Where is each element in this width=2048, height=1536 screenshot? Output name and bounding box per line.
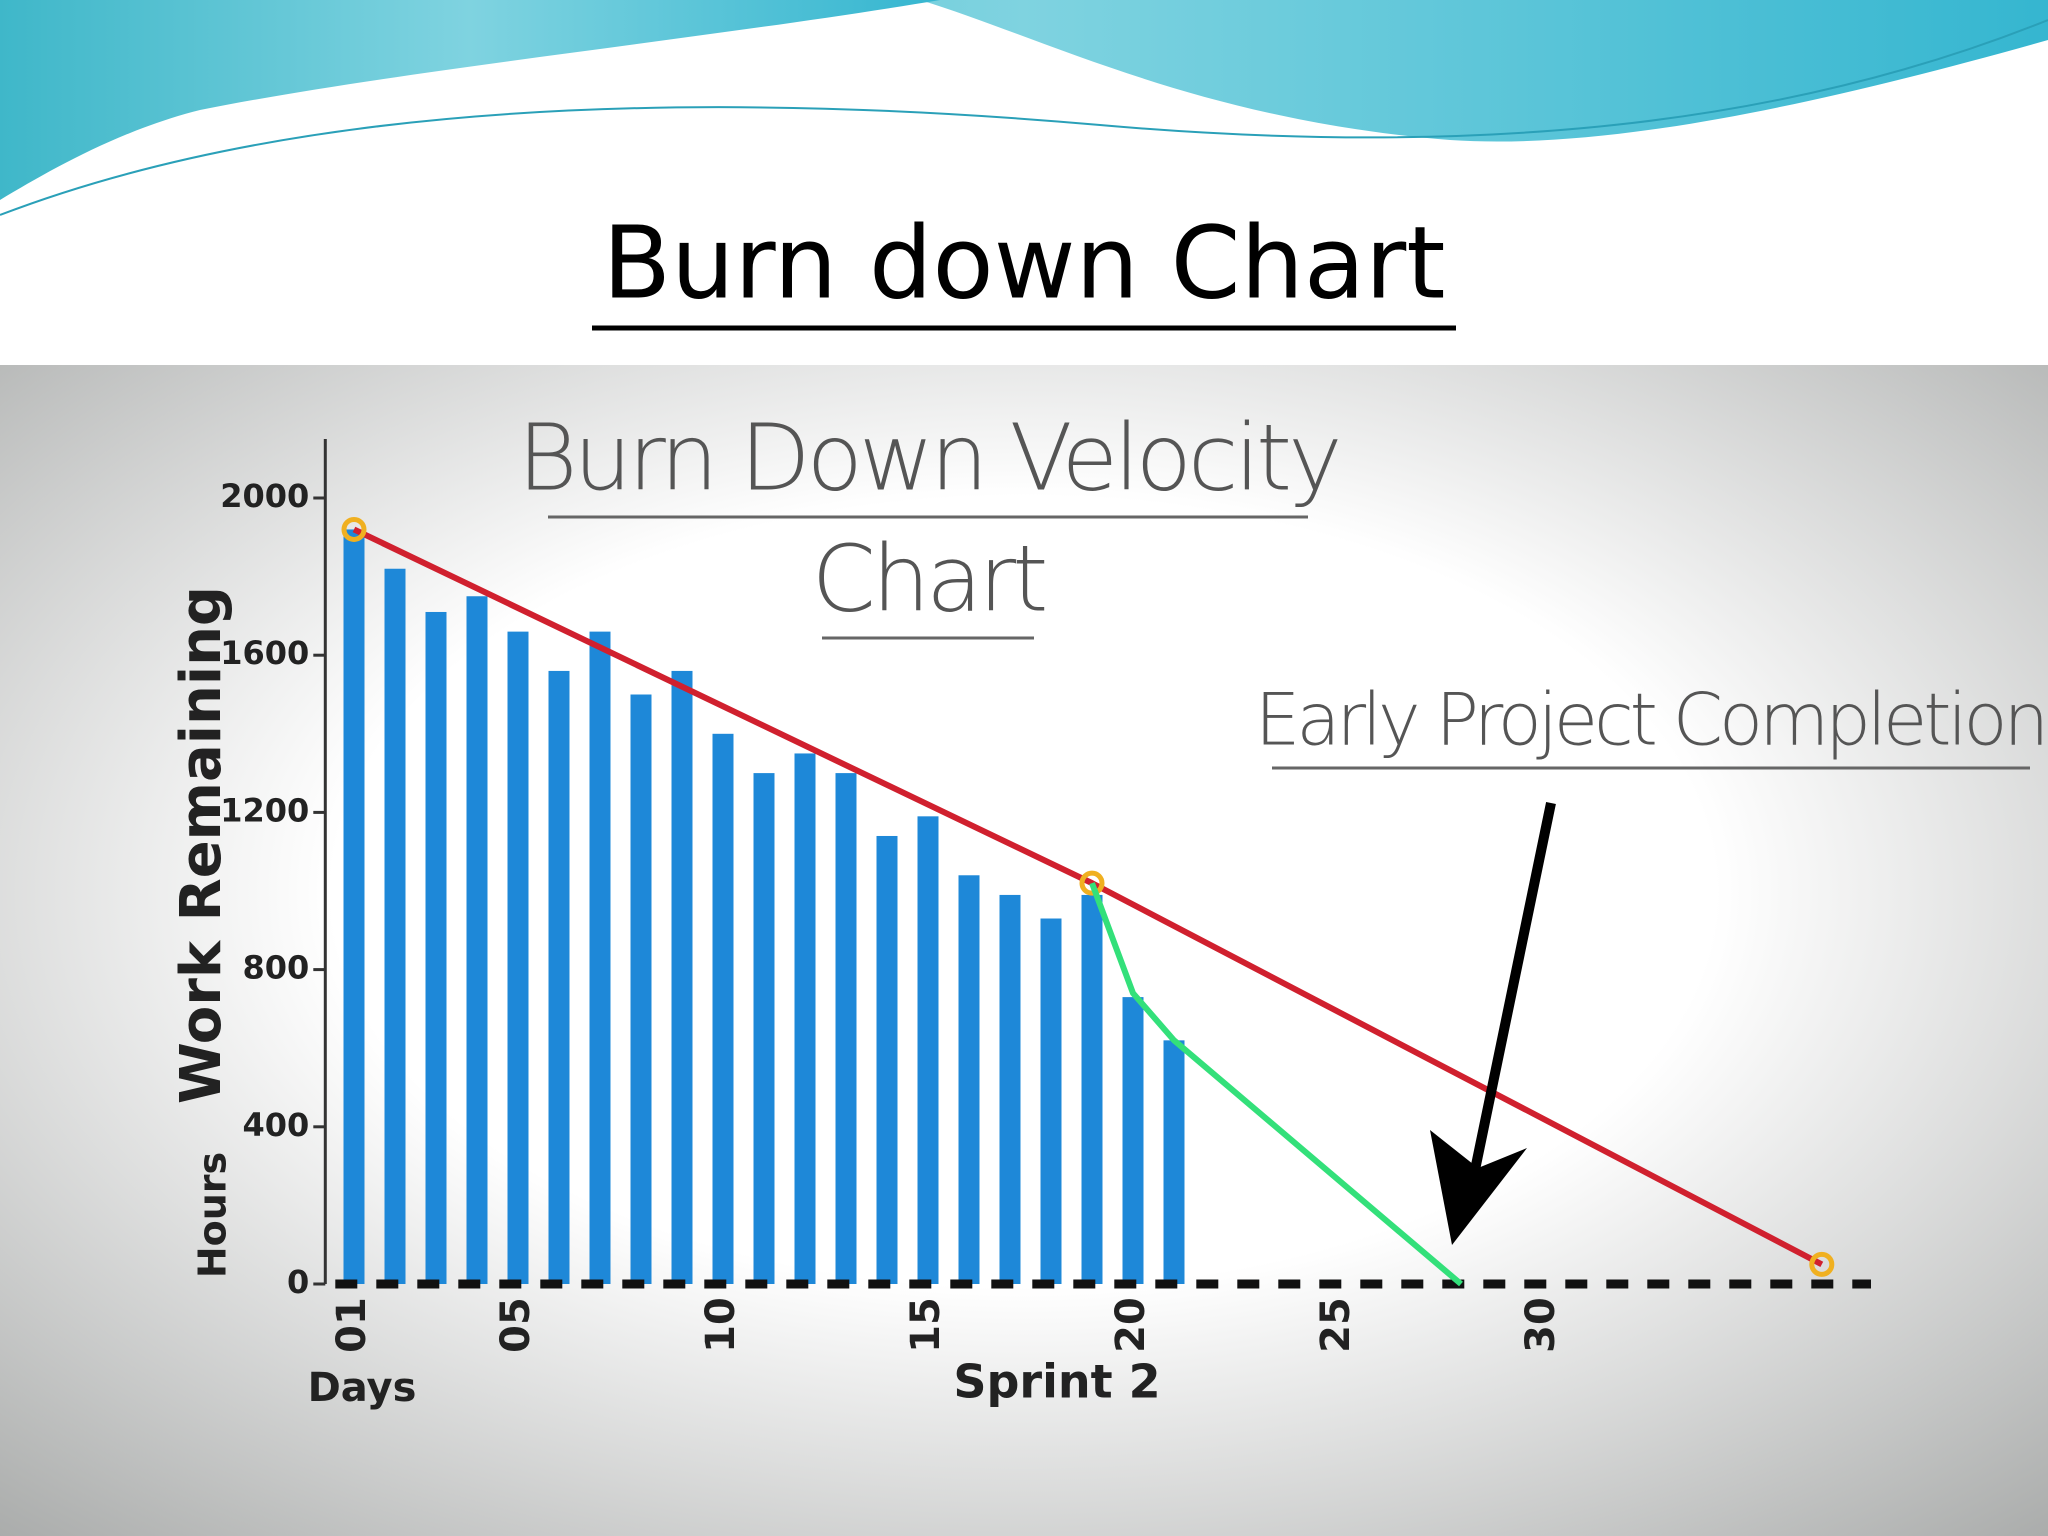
bar [794, 753, 816, 1284]
bar [630, 694, 652, 1284]
bar [507, 631, 529, 1284]
y-tick-label: 400 [243, 1106, 310, 1144]
y-tick-label: 1200 [220, 791, 309, 829]
slide-title: Burn down Chart [603, 204, 1446, 321]
bar [671, 670, 693, 1284]
y-tick-label: 1600 [220, 634, 309, 672]
x-tick-label: 25 [1313, 1297, 1359, 1353]
x-axis-label: Days [308, 1365, 417, 1411]
bar [1040, 918, 1062, 1284]
arrow-shaft [1470, 801, 1556, 1172]
bar [425, 611, 447, 1284]
line-marker [341, 516, 367, 542]
x-tick-label: 01 [329, 1297, 375, 1353]
bar [1163, 1040, 1185, 1284]
bar [466, 596, 488, 1284]
x-tick-label: 10 [698, 1297, 744, 1353]
chart-title: Chart [812, 526, 1045, 633]
header-wave [0, 0, 2048, 142]
chart-panel [0, 365, 2048, 1536]
bar [917, 816, 939, 1284]
bar [589, 631, 611, 1284]
chart: Burn Down Velocity Chart Early Project Com… [169, 405, 2048, 1412]
bar [999, 894, 1021, 1284]
y-tick-label: 800 [243, 949, 310, 987]
bar [343, 529, 365, 1284]
y-axis-label: Work Remaining [169, 586, 234, 1104]
sprint-label: Sprint 2 [953, 1355, 1160, 1409]
annotation: Early Project Completion [1255, 678, 2045, 762]
bar [958, 875, 980, 1284]
line-marker [1079, 870, 1105, 896]
bar [753, 773, 775, 1284]
bar [384, 568, 406, 1284]
x-tick-label: 30 [1518, 1297, 1564, 1353]
bar [712, 733, 734, 1284]
wave-line [0, 19, 2048, 216]
bar [876, 835, 898, 1284]
bar [835, 773, 857, 1284]
y-axis-unit: Hours [191, 1152, 235, 1278]
y-tick-label: 2000 [220, 477, 309, 515]
x-tick-label: 20 [1108, 1297, 1154, 1353]
x-tick-label: 05 [493, 1297, 539, 1353]
x-tick-label: 15 [903, 1297, 949, 1353]
chart-title: Burn Down Velocity [517, 405, 1338, 512]
line-marker [1809, 1251, 1835, 1277]
bar [1081, 894, 1103, 1284]
line [1089, 882, 1463, 1287]
y-tick-label: 0 [287, 1263, 309, 1301]
arrow-head [1430, 1130, 1527, 1245]
bar [548, 670, 570, 1284]
header-wave [0, 0, 940, 200]
bar [1122, 997, 1144, 1284]
